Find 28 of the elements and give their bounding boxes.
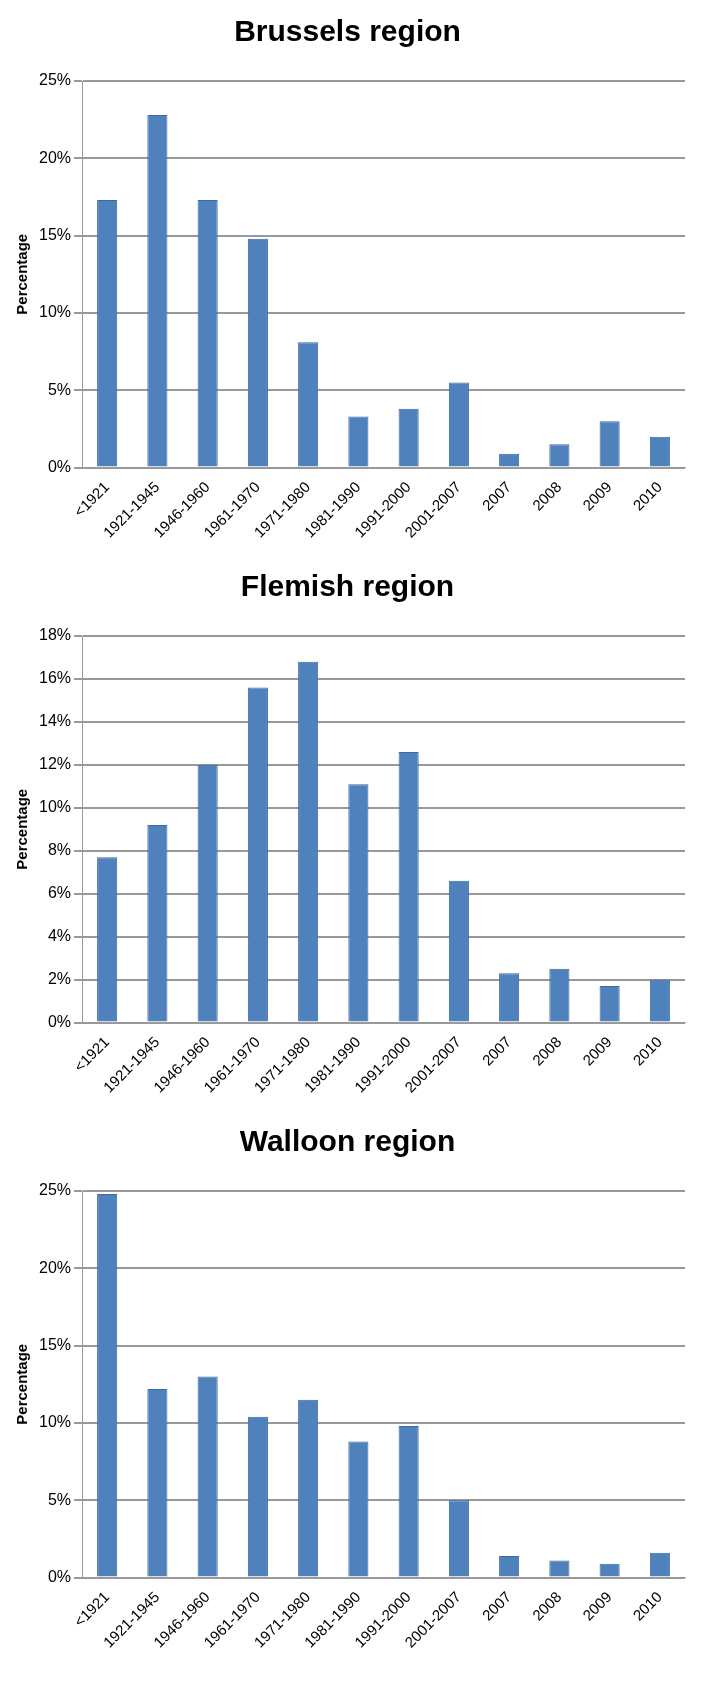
y-tick-label: 8% (47, 841, 72, 859)
y-tick-label: 0% (47, 457, 72, 475)
y-tick-label: 10% (38, 303, 72, 321)
y-tick-label: 14% (38, 712, 72, 730)
y-tick-label: 15% (38, 1336, 72, 1354)
y-tick-label: 10% (38, 798, 72, 816)
y-tick-label: 0% (47, 1012, 72, 1030)
y-tick-label: 0% (47, 1567, 72, 1585)
y-tick-label: 25% (38, 71, 72, 89)
y-tick-label: 4% (47, 927, 72, 945)
y-tick-label: 6% (47, 884, 72, 902)
y-tick-label: 18% (38, 626, 72, 644)
y-axis-title: Percentage (13, 233, 31, 315)
y-axis-title: Percentage (13, 788, 31, 870)
y-tick-label: 5% (47, 1490, 72, 1508)
y-tick-label: 10% (38, 1413, 72, 1431)
y-tick-label: 12% (38, 755, 72, 773)
y-tick-label: 25% (38, 1181, 72, 1199)
y-tick-label: 16% (38, 669, 72, 687)
chart-title: Walloon region (239, 1124, 456, 1158)
y-tick-label: 20% (38, 148, 72, 166)
y-tick-label: 2% (47, 970, 72, 988)
y-tick-label: 20% (38, 1258, 72, 1276)
y-axis-title: Percentage (13, 1343, 31, 1425)
y-tick-label: 5% (47, 380, 72, 398)
chart-title: Brussels region (234, 14, 461, 48)
chart-title: Flemish region (240, 569, 455, 603)
y-tick-label: 15% (38, 226, 72, 244)
